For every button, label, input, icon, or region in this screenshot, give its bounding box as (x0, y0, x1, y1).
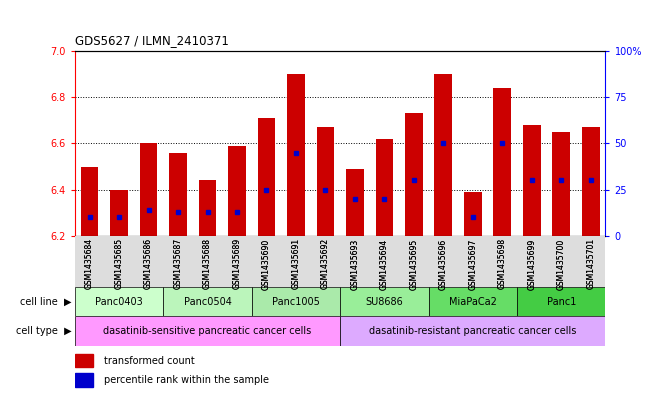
Bar (110, 189, 128, 236)
Text: GSM1435694: GSM1435694 (380, 238, 389, 290)
Text: GSM1435700: GSM1435700 (557, 238, 566, 290)
Text: Panc1: Panc1 (547, 297, 576, 307)
Text: GSM1435693: GSM1435693 (350, 238, 359, 290)
Bar (340, 236, 370, 287)
Text: GSM1435701: GSM1435701 (586, 238, 595, 290)
Text: SU8686: SU8686 (365, 297, 403, 307)
Text: GSM1435698: GSM1435698 (498, 238, 506, 290)
Text: GSM1435697: GSM1435697 (468, 238, 477, 290)
Text: GSM1435688: GSM1435688 (203, 238, 212, 289)
Bar (140, 143, 158, 236)
Bar (193, 236, 222, 287)
Text: GSM1435686: GSM1435686 (144, 238, 153, 290)
Text: GSM1435692: GSM1435692 (321, 238, 330, 290)
Bar (163, 236, 193, 287)
Bar (316, 127, 334, 236)
Text: GSM1435689: GSM1435689 (232, 238, 242, 290)
Text: GSM1435696: GSM1435696 (439, 238, 448, 290)
Bar (228, 146, 246, 236)
Bar (399, 236, 428, 287)
Bar (458, 236, 488, 287)
Bar (134, 236, 163, 287)
Bar (370, 236, 399, 287)
Text: transformed count: transformed count (104, 356, 195, 366)
Text: GSM1435687: GSM1435687 (174, 238, 182, 290)
Bar (75, 236, 104, 287)
Text: dasatinib-resistant pancreatic cancer cells: dasatinib-resistant pancreatic cancer ce… (369, 326, 577, 336)
Bar (163, 287, 252, 316)
Text: Panc1005: Panc1005 (272, 297, 320, 307)
Bar (346, 169, 364, 236)
Text: GSM1435700: GSM1435700 (557, 238, 566, 290)
Text: Panc0403: Panc0403 (95, 297, 143, 307)
Bar (428, 236, 458, 287)
Text: GSM1435696: GSM1435696 (439, 238, 448, 290)
Text: GSM1435698: GSM1435698 (498, 238, 506, 290)
Text: GSM1435690: GSM1435690 (262, 238, 271, 290)
Bar (517, 287, 605, 316)
Text: GSM1435695: GSM1435695 (409, 238, 419, 290)
Text: dasatinib-sensitive pancreatic cancer cells: dasatinib-sensitive pancreatic cancer ce… (104, 326, 312, 336)
Text: GSM1435697: GSM1435697 (468, 238, 477, 290)
Bar (546, 236, 576, 287)
Text: GSM1435692: GSM1435692 (321, 238, 330, 290)
Bar (81, 167, 98, 236)
Text: GSM1435695: GSM1435695 (409, 238, 419, 290)
Text: GSM1435687: GSM1435687 (174, 238, 182, 290)
Text: cell line  ▶: cell line ▶ (20, 297, 72, 307)
Bar (340, 287, 428, 316)
Text: GSM1435684: GSM1435684 (85, 238, 94, 290)
Bar (517, 236, 546, 287)
Text: GDS5627 / ILMN_2410371: GDS5627 / ILMN_2410371 (75, 34, 229, 47)
Bar (222, 236, 252, 287)
Text: GSM1435685: GSM1435685 (115, 238, 124, 290)
Bar (169, 153, 187, 236)
Bar (199, 180, 216, 236)
Bar (552, 132, 570, 236)
Bar (464, 192, 482, 236)
Bar (311, 236, 340, 287)
Bar (340, 316, 605, 346)
Text: GSM1435686: GSM1435686 (144, 238, 153, 290)
Bar (582, 127, 600, 236)
Text: GSM1435685: GSM1435685 (115, 238, 124, 290)
Text: percentile rank within the sample: percentile rank within the sample (104, 375, 269, 386)
Bar (104, 236, 134, 287)
Text: GSM1435690: GSM1435690 (262, 238, 271, 290)
Bar (576, 236, 605, 287)
Text: GSM1435699: GSM1435699 (527, 238, 536, 290)
Text: GSM1435691: GSM1435691 (292, 238, 300, 290)
Text: GSM1435693: GSM1435693 (350, 238, 359, 290)
Bar (434, 74, 452, 236)
Bar (75, 354, 94, 367)
Text: GSM1435701: GSM1435701 (586, 238, 595, 290)
Text: Panc0504: Panc0504 (184, 297, 232, 307)
Text: GSM1435699: GSM1435699 (527, 238, 536, 290)
Bar (405, 114, 422, 236)
Bar (493, 88, 511, 236)
Text: GSM1435689: GSM1435689 (232, 238, 242, 290)
Bar (75, 287, 163, 316)
Bar (287, 74, 305, 236)
Text: cell type  ▶: cell type ▶ (16, 326, 72, 336)
Bar (252, 236, 281, 287)
Text: GSM1435684: GSM1435684 (85, 238, 94, 290)
Text: GSM1435688: GSM1435688 (203, 238, 212, 289)
Bar (488, 236, 517, 287)
Text: MiaPaCa2: MiaPaCa2 (449, 297, 497, 307)
Bar (523, 125, 540, 236)
Bar (258, 118, 275, 236)
Bar (252, 287, 340, 316)
Bar (428, 287, 517, 316)
Bar (75, 316, 340, 346)
Bar (281, 236, 311, 287)
Bar (75, 373, 94, 387)
Text: GSM1435694: GSM1435694 (380, 238, 389, 290)
Bar (376, 139, 393, 236)
Text: GSM1435691: GSM1435691 (292, 238, 300, 290)
